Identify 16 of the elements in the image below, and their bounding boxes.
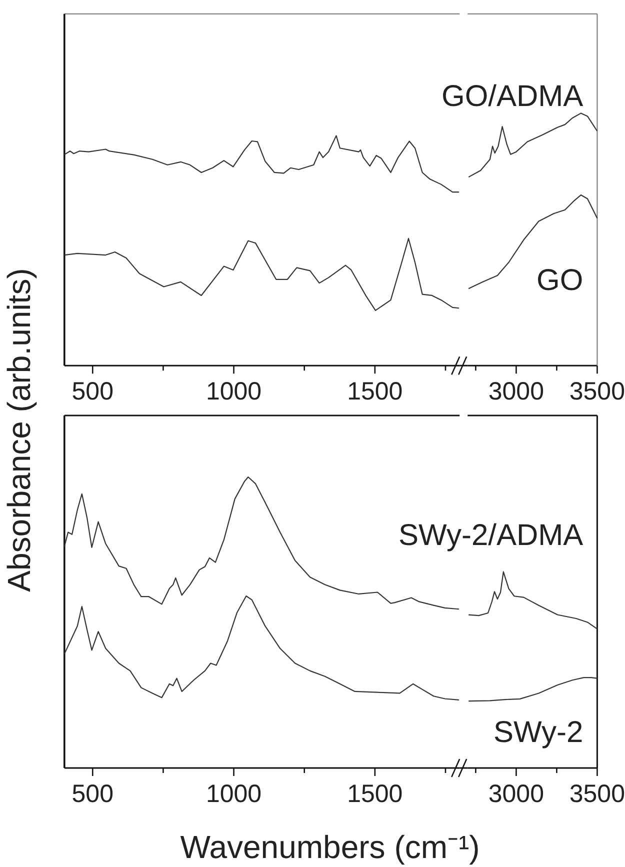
series-label: GO (536, 264, 584, 297)
series-label: SWy-2/ADMA (398, 519, 584, 552)
x-tick-label: 1500 (347, 780, 403, 808)
x-axis-title: Wavenumbers (cm⁻¹) (180, 829, 480, 865)
series-label: SWy-2 (493, 716, 584, 749)
x-tick-label: 1000 (206, 378, 262, 406)
x-tick-label: 1500 (347, 378, 403, 406)
series-label: GO/ADMA (442, 80, 584, 113)
x-tick-label: 500 (72, 378, 114, 406)
x-tick-label: 500 (72, 780, 114, 808)
x-tick-label: 1000 (206, 780, 262, 808)
y-axis-title: Absorbance (arb.units) (1, 268, 37, 592)
x-tick-label: 3000 (488, 780, 544, 808)
x-tick-label: 3500 (569, 780, 625, 808)
x-tick-label: 3000 (488, 378, 544, 406)
x-tick-label: 3500 (569, 378, 625, 406)
